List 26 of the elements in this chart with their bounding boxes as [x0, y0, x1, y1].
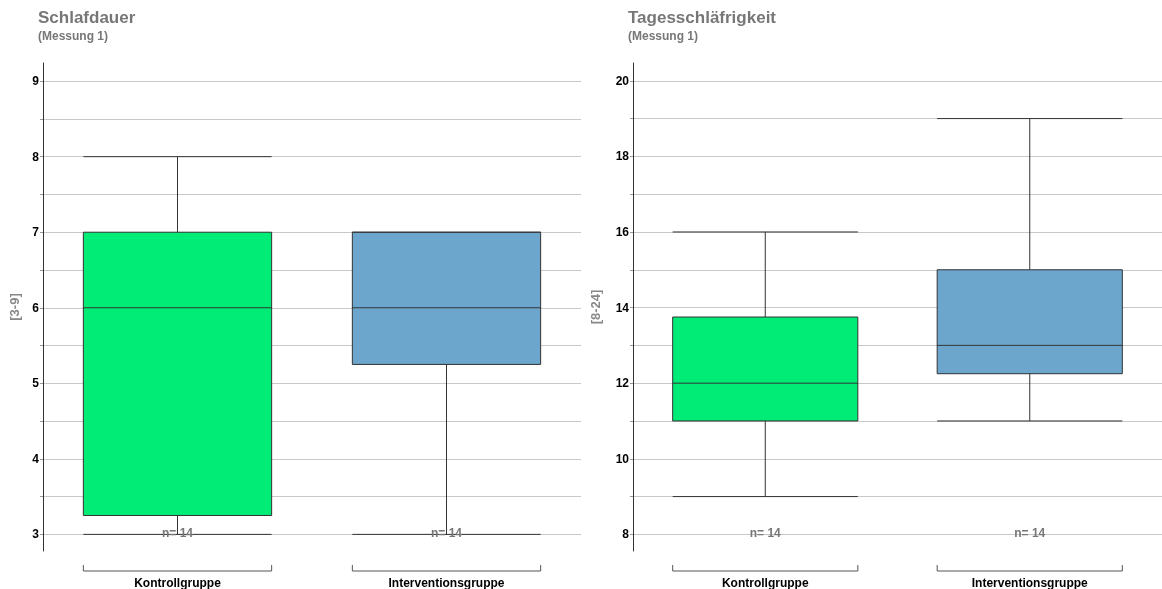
x-tick-label: Interventionsgruppe	[388, 576, 505, 589]
x-tick-label: Interventionsgruppe	[971, 576, 1089, 589]
x-tick-label: Kontrollgruppe	[721, 576, 809, 589]
y-tick-label: 18	[615, 149, 630, 164]
y-tick-label: 8	[32, 149, 40, 164]
y-tick-label: 20	[615, 73, 630, 88]
x-tick-label: Kontrollgruppe	[134, 576, 222, 589]
y-tick-label: 10	[615, 451, 630, 466]
y-tick-label: 12	[615, 376, 630, 391]
y-tick-label: 16	[615, 224, 630, 239]
y-tick-label: 7	[32, 225, 40, 240]
annotation: n= 14	[1014, 526, 1046, 540]
y-tick-label: 9	[32, 74, 40, 89]
y-tick-label: 3	[32, 527, 40, 542]
y-axis-title: [8-24]	[588, 289, 603, 325]
y-axis-title: [3-9]	[7, 293, 22, 321]
chart-title: Tagesschläfrigkeit	[628, 8, 777, 27]
chart-subtitle: (Messung 1)	[628, 29, 699, 43]
chart-title: Schlafdauer	[38, 8, 136, 27]
y-tick-label: 14	[615, 300, 630, 315]
y-tick-label: 4	[32, 451, 40, 466]
annotation: n= 14	[749, 526, 782, 540]
y-tick-label: 8	[622, 527, 630, 542]
y-tick-label: 6	[32, 300, 40, 315]
chart-subtitle: (Messung 1)	[38, 29, 109, 43]
y-tick-label: 5	[32, 376, 40, 391]
